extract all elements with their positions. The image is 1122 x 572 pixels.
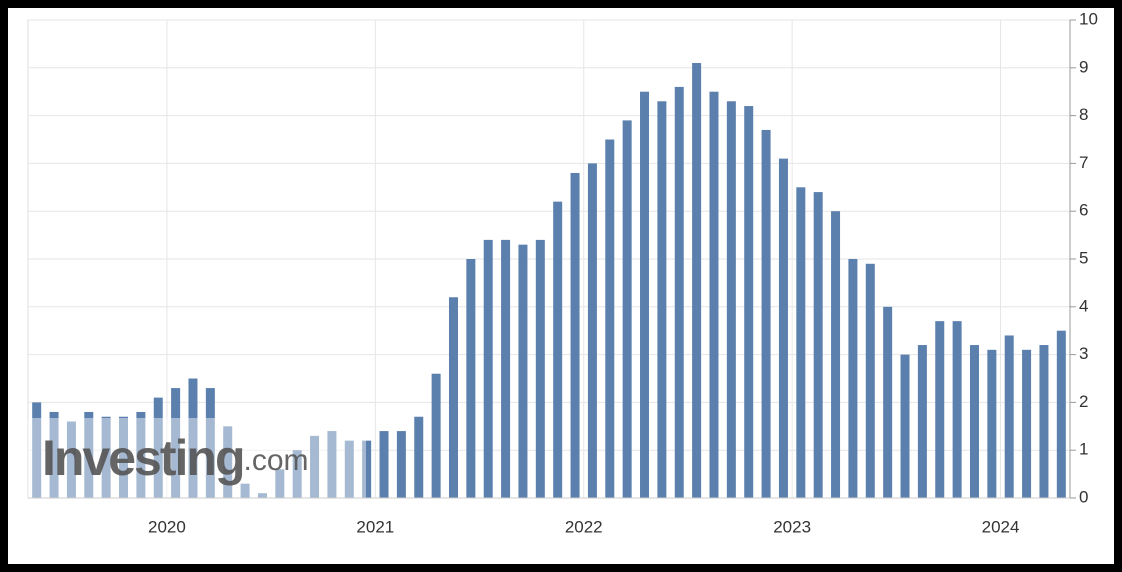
x-tick-label: 2024 [982, 517, 1020, 536]
bar [865, 263, 875, 498]
bar [431, 373, 441, 498]
bar [448, 297, 458, 498]
y-tick-label: 7 [1079, 153, 1088, 172]
bar [709, 91, 719, 498]
x-tick-label: 2023 [773, 517, 811, 536]
bar [1004, 335, 1014, 498]
x-tick-label: 2021 [356, 517, 394, 536]
bar [101, 416, 111, 498]
bar [49, 411, 59, 498]
bar [119, 416, 129, 498]
bar [674, 86, 684, 499]
bar [535, 239, 545, 498]
bar [917, 345, 927, 498]
y-tick-label: 9 [1079, 57, 1088, 76]
bar [744, 106, 754, 498]
bar [987, 349, 997, 498]
bar [205, 388, 215, 498]
bar [1056, 330, 1066, 498]
bar [396, 431, 406, 498]
bar [605, 139, 615, 498]
bar [136, 411, 146, 498]
bar [84, 411, 94, 498]
y-tick-label: 6 [1079, 201, 1088, 220]
bar [379, 431, 389, 498]
bar [796, 187, 806, 499]
bar [466, 259, 476, 498]
bar [900, 354, 910, 498]
bars [32, 63, 1066, 499]
bar [587, 163, 597, 498]
bar [292, 450, 302, 498]
bar [553, 201, 563, 498]
watermark: Investing.com [42, 430, 309, 486]
bar [257, 493, 267, 498]
bar [223, 426, 233, 498]
bar [1022, 349, 1032, 498]
bar [153, 397, 163, 498]
x-tick-label: 2022 [565, 517, 603, 536]
bar [622, 120, 632, 498]
y-tick-label: 10 [1079, 9, 1098, 28]
bar [570, 172, 580, 498]
bar [935, 321, 945, 498]
bar [640, 91, 650, 498]
watermark-veil [28, 418, 366, 498]
bar [362, 440, 372, 498]
bar [1039, 345, 1049, 498]
bar [883, 306, 893, 498]
bar [969, 345, 979, 498]
bar [310, 435, 320, 498]
x-tick-label: 2020 [148, 517, 186, 536]
bar [952, 321, 962, 498]
bar [344, 440, 354, 498]
y-tick-label: 4 [1079, 296, 1088, 315]
bar [657, 101, 667, 498]
labels: 0 1 2 3 4 5 6 7 8 9 10 2020 2021 2022 2023 2024 [28, 9, 1098, 536]
bar [171, 388, 181, 498]
bar [414, 416, 424, 498]
bar [692, 63, 702, 499]
bar [761, 129, 771, 498]
y-tick-label: 3 [1079, 344, 1088, 363]
bar [275, 469, 285, 498]
bar [778, 158, 788, 498]
bar [240, 483, 250, 498]
watermark-brand: Investing [42, 430, 243, 486]
bar [518, 244, 528, 498]
y-tick-label: 0 [1079, 487, 1088, 506]
bar [483, 239, 493, 498]
bar [831, 211, 841, 498]
y-tick-label: 8 [1079, 105, 1088, 124]
watermark-suffix: .com [243, 444, 308, 477]
bar [501, 239, 511, 498]
y-tick-label: 2 [1079, 392, 1088, 411]
bar [32, 402, 42, 498]
bar [726, 101, 736, 498]
bar [66, 421, 76, 498]
bar [188, 378, 198, 498]
y-tick-label: 1 [1079, 440, 1088, 459]
bar [327, 431, 337, 498]
bar [848, 259, 858, 498]
y-tick-label: 5 [1079, 248, 1088, 267]
bar [813, 192, 823, 498]
